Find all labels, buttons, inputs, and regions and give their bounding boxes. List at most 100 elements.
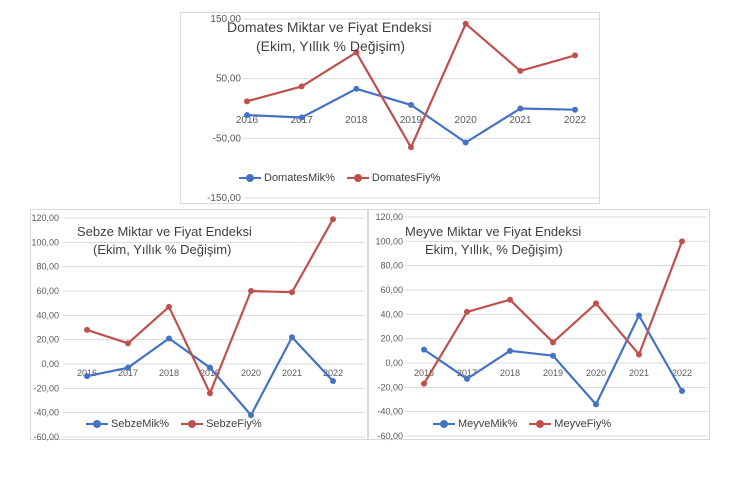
- y-tick-label: 20,00: [36, 335, 59, 345]
- x-tick-label: 2016: [236, 115, 259, 126]
- data-point: [166, 303, 172, 310]
- data-point: [593, 300, 599, 307]
- y-tick-label: 40,00: [36, 310, 59, 320]
- x-tick-label: 2019: [543, 368, 563, 378]
- meyve-chart: 120,00 100,00 80,00 60,00 40,00 20,00 0,00 -20,…: [368, 209, 710, 441]
- x-tick-label: 2016: [414, 368, 434, 378]
- data-point: [507, 347, 513, 354]
- y-tick-label: -20,00: [33, 383, 59, 393]
- data-point: [353, 85, 360, 92]
- y-tick-label: 150,00: [210, 14, 241, 25]
- domates-plot: 150,00 50,00 -50,00 -150,00 2016 2017 2018 2019…: [207, 14, 599, 204]
- data-point: [125, 340, 131, 347]
- legend-label: SebzeMik%: [111, 418, 170, 430]
- data-point: [408, 101, 414, 108]
- x-tick-label: 2018: [159, 368, 179, 378]
- data-point: [507, 296, 513, 303]
- x-tick-label: 2020: [455, 115, 478, 126]
- x-tick-label: 2017: [457, 368, 477, 378]
- x-tick-label: 2022: [323, 368, 343, 378]
- data-point: [517, 67, 524, 74]
- legend-label: DomatesMik%: [264, 172, 335, 184]
- x-tick-label: 2017: [291, 115, 314, 126]
- y-tick-label: 100,00: [31, 237, 59, 247]
- data-point: [462, 139, 469, 146]
- x-tick-label: 2020: [586, 368, 606, 378]
- y-tick-label: -20,00: [377, 382, 403, 392]
- legend-item: DomatesMik%: [239, 172, 335, 184]
- x-tick-label: 2016: [77, 368, 97, 378]
- x-tick-label: 2019: [400, 115, 423, 126]
- data-point: [636, 312, 642, 319]
- data-point: [84, 326, 90, 333]
- data-point: [408, 144, 414, 151]
- data-point: [166, 335, 172, 342]
- series-line: [423, 314, 683, 406]
- legend-swatch: [86, 420, 108, 428]
- sebze-plot: 120,00 100,00 80,00 60,00 40,00 20,00 0,00 -20,…: [31, 213, 365, 441]
- y-tick-label: 80,00: [36, 262, 59, 272]
- data-point: [572, 106, 578, 113]
- data-point: [289, 289, 295, 296]
- x-tick-label: 2021: [509, 115, 532, 126]
- legend-item: SebzeFiy%: [181, 418, 262, 430]
- y-tick-label: 120,00: [375, 212, 403, 222]
- data-point: [462, 20, 469, 27]
- x-tick-label: 2018: [345, 115, 368, 126]
- x-tick-label: 2022: [672, 368, 692, 378]
- data-point: [244, 98, 250, 105]
- legend-label: MeyveFiy%: [554, 418, 612, 430]
- data-point: [244, 112, 250, 119]
- data-point: [464, 308, 470, 315]
- y-tick-label: 20,00: [380, 334, 403, 344]
- legend-swatch: [433, 420, 455, 428]
- data-point: [298, 83, 305, 90]
- legend-swatch: [239, 174, 261, 182]
- chart-subtitle: (Ekim, Yıllık % Değişim): [256, 38, 406, 54]
- data-point: [679, 238, 685, 245]
- y-tick-label: 40,00: [380, 309, 403, 319]
- x-tick-label: 2018: [500, 368, 520, 378]
- data-point: [125, 364, 131, 371]
- data-point: [298, 114, 305, 121]
- x-tick-label: 2022: [564, 115, 587, 126]
- sebze-chart: 120,00 100,00 80,00 60,00 40,00 20,00 0,00 -20,…: [30, 209, 368, 441]
- y-tick-label: 50,00: [216, 74, 241, 85]
- legend-swatch: [181, 420, 204, 428]
- data-point: [207, 364, 213, 371]
- chart-legend: SebzeMik% SebzeFiy%: [86, 418, 262, 430]
- data-point: [636, 351, 642, 358]
- x-tick-label: 2020: [241, 368, 261, 378]
- x-tick-label: 2019: [200, 368, 220, 378]
- x-tick-label: 2017: [118, 368, 138, 378]
- chart-legend: MeyveMik% MeyveFiy%: [433, 418, 611, 430]
- chart-title: Domates Miktar ve Fiyat Endeksi: [227, 19, 432, 35]
- y-tick-label: 60,00: [36, 286, 59, 296]
- legend-item: MeyveMik%: [433, 418, 517, 430]
- y-tick-label: 80,00: [380, 261, 403, 271]
- y-tick-label: -40,00: [377, 407, 403, 417]
- x-tick-label: 2021: [282, 368, 302, 378]
- x-tick-label: 2021: [629, 368, 649, 378]
- chart-title: Sebze Miktar ve Fiyat Endeksi: [77, 224, 252, 239]
- y-tick-label: 100,00: [375, 236, 403, 246]
- data-point: [84, 373, 90, 380]
- data-point: [421, 380, 427, 387]
- data-point: [550, 352, 556, 359]
- domates-chart: 150,00 50,00 -50,00 -150,00 2016 2017 2018 2019…: [180, 12, 600, 204]
- data-point: [353, 49, 360, 56]
- legend-swatch: [529, 420, 552, 428]
- y-tick-label: 60,00: [380, 285, 403, 295]
- data-point: [517, 105, 524, 112]
- legend-label: DomatesFiy%: [371, 172, 441, 184]
- data-point: [330, 378, 336, 385]
- meyve-plot: 120,00 100,00 80,00 60,00 40,00 20,00 0,00 -20,…: [375, 212, 707, 441]
- legend-label: MeyveMik%: [458, 418, 518, 430]
- data-point: [330, 216, 336, 223]
- y-tick-label: -50,00: [213, 133, 242, 144]
- legend-label: SebzeFiy%: [206, 418, 262, 430]
- data-point: [464, 375, 470, 382]
- chart-legend: DomatesMik% DomatesFiy%: [239, 172, 440, 184]
- data-point: [593, 401, 599, 408]
- y-tick-label: -60,00: [377, 431, 403, 441]
